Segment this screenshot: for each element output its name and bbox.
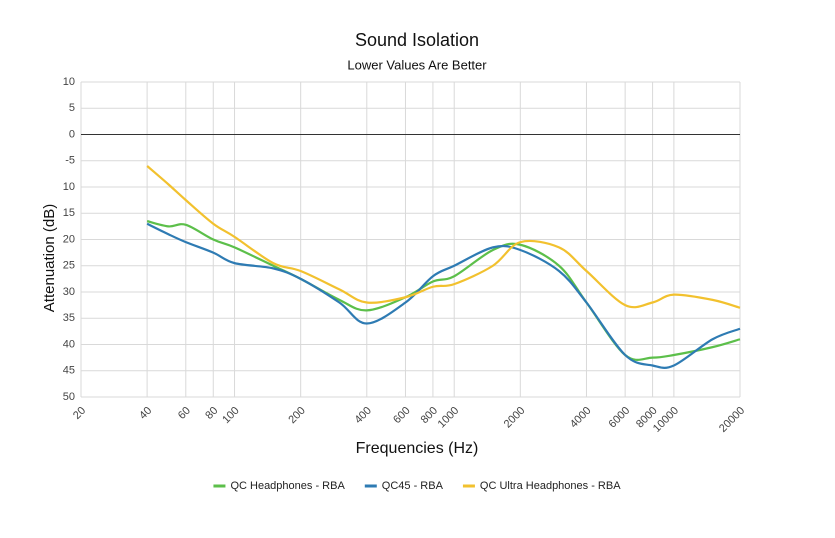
- y-tick-label: 45: [63, 365, 75, 377]
- x-tick-label: 1000: [436, 405, 462, 431]
- y-tick-label: 25: [63, 260, 75, 272]
- legend: QC Headphones - RBA QC45 - RBA QC Ultra He…: [213, 480, 621, 492]
- chart-title: Sound Isolation: [355, 30, 479, 50]
- x-tick-label: 400: [353, 405, 374, 426]
- x-tick-label: 80: [203, 405, 220, 422]
- y-tick-label: 30: [63, 286, 75, 298]
- y-tick-label: 40: [63, 338, 75, 350]
- y-tick-label: 20: [63, 233, 75, 245]
- legend-label: QC45 - RBA: [382, 480, 444, 492]
- y-axis-label: Attenuation (dB): [41, 204, 58, 312]
- x-tick-label: 200: [286, 405, 307, 426]
- series-line: [146, 220, 741, 361]
- x-tick-label: 20: [71, 405, 88, 422]
- y-tick-label: 50: [63, 391, 75, 403]
- y-tick-label: 5: [69, 102, 75, 114]
- y-tick-label: 15: [63, 207, 75, 219]
- x-tick-label: 100: [220, 405, 241, 426]
- x-tick-label: 2000: [502, 405, 528, 431]
- x-tick-label: 600: [391, 405, 412, 426]
- series-line: [146, 222, 741, 369]
- x-axis-label: Frequencies (Hz): [356, 440, 479, 457]
- x-tick-label: 40: [137, 405, 154, 422]
- y-tick-label: 35: [63, 312, 75, 324]
- y-tick-label: 10: [63, 76, 75, 88]
- legend-label: QC Ultra Headphones - RBA: [480, 480, 621, 492]
- x-tick-label: 60: [176, 405, 193, 422]
- y-tick-label: 0: [69, 128, 75, 140]
- x-tick-label: 6000: [607, 405, 633, 431]
- x-tick-label: 20000: [717, 405, 747, 435]
- chart-subtitle: Lower Values Are Better: [347, 57, 487, 72]
- series-line: [146, 165, 741, 309]
- y-tick-label: 10: [63, 181, 75, 193]
- x-tick-label: 4000: [568, 405, 594, 431]
- y-tick-label: -5: [65, 155, 75, 167]
- legend-label: QC Headphones - RBA: [230, 480, 345, 492]
